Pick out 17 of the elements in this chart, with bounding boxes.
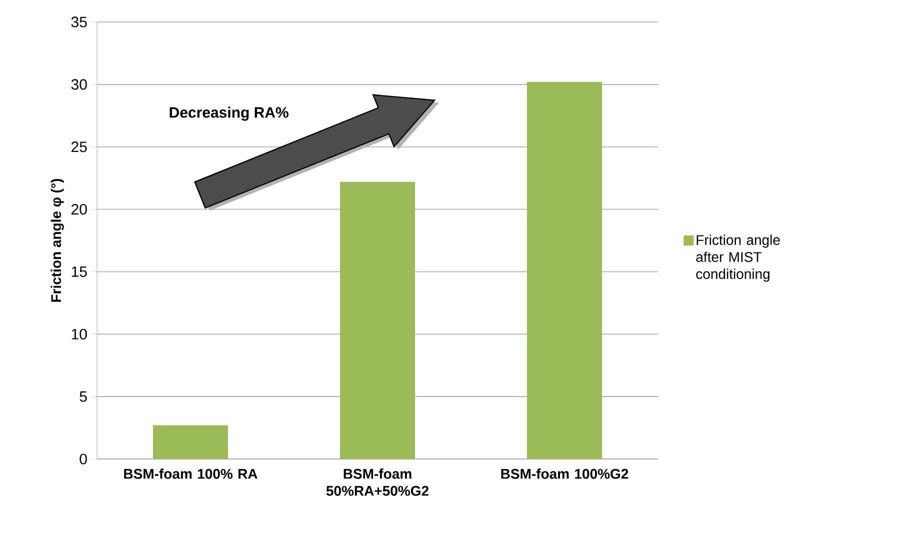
y-tick-label: 10 — [72, 328, 87, 340]
y-tick-label: 20 — [72, 204, 87, 215]
y-tick-label: 15 — [72, 266, 87, 277]
y-axis-title: Friction angle φ (°) — [50, 178, 64, 302]
y-tick-label: 0 — [80, 454, 87, 464]
x-tick-label: BSM-foam 100% RA — [124, 468, 258, 479]
bar — [527, 82, 602, 459]
annotation: Decreasing RA% — [170, 106, 288, 121]
y-tick-label: 25 — [72, 142, 87, 152]
y-tick-label: 35 — [71, 16, 87, 28]
x-tick-label: BSM-foam 50%RA+50%G2 — [326, 468, 428, 496]
bar — [340, 182, 416, 459]
legend-label: Friction angle after MIST conditioning — [696, 234, 780, 282]
y-tick-label: 30 — [71, 79, 87, 90]
y-tick-label: 5 — [80, 391, 87, 402]
x-tick-label: BSM-foam 100%G2 — [501, 468, 628, 479]
bar — [153, 425, 228, 459]
